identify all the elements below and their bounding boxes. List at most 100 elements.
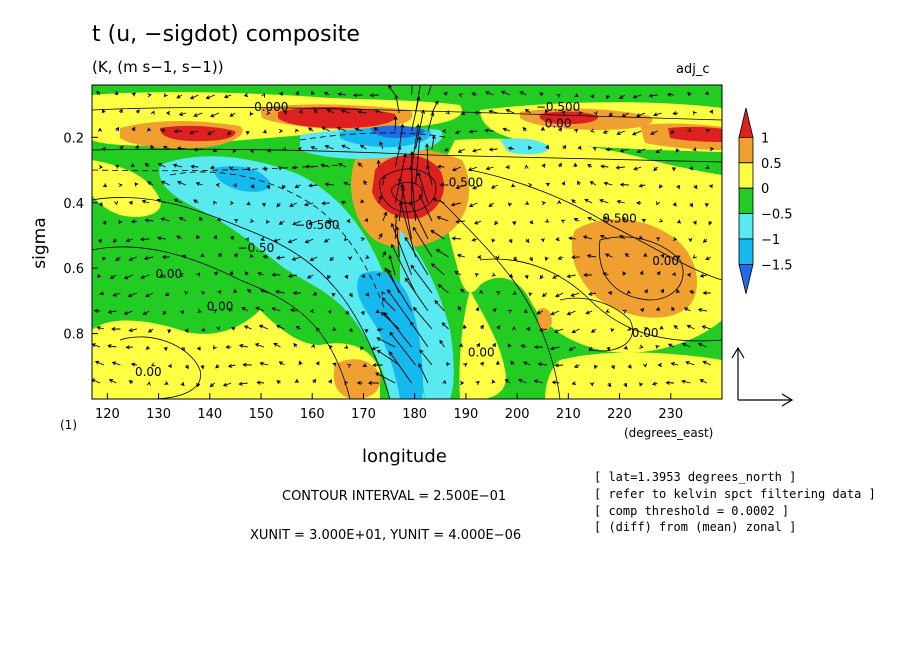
wind-vector [672, 111, 679, 116]
wind-vector [468, 202, 478, 208]
wind-vector [147, 127, 152, 132]
region-max-center [372, 155, 444, 219]
wind-vector [346, 218, 351, 224]
wind-vector [517, 378, 527, 384]
wind-vector [195, 181, 203, 186]
wind-vector [114, 200, 119, 206]
wind-vector [520, 344, 527, 349]
wind-vector [561, 181, 566, 186]
wind-vector [389, 351, 412, 384]
wind-vector [675, 148, 680, 153]
wind-vector [360, 346, 365, 351]
wind-vector [306, 274, 314, 279]
wind-vector [242, 362, 252, 367]
x-tick-label: 150 [249, 407, 274, 422]
wind-vector [113, 238, 118, 243]
wind-vector [323, 91, 330, 96]
wind-vector [540, 237, 545, 243]
wind-vector [112, 292, 121, 297]
wind-vector [294, 378, 299, 384]
wind-vector [142, 310, 150, 316]
wind-vector [639, 235, 644, 240]
wind-vector [599, 234, 609, 240]
wind-vector [185, 364, 189, 370]
wind-vector [587, 164, 593, 168]
wind-vector [294, 184, 301, 189]
x-axis-label: longitude [362, 446, 447, 467]
wind-vector [588, 291, 597, 296]
wind-vector [454, 270, 462, 276]
wind-vector [207, 130, 215, 135]
wind-vector [655, 306, 660, 312]
wind-vector [213, 271, 218, 276]
wind-vector [324, 144, 334, 150]
wind-vector [102, 220, 107, 226]
wind-vector [304, 238, 314, 244]
x-tick-label: 130 [146, 407, 171, 422]
wind-vector [295, 90, 300, 96]
wind-vector [291, 256, 301, 261]
wind-vector [555, 237, 560, 242]
wind-vector [278, 220, 285, 225]
wind-vector [439, 339, 445, 348]
wind-vector [229, 166, 234, 171]
wind-vector [243, 325, 252, 330]
wind-vector [573, 217, 580, 222]
wind-vector [467, 166, 478, 172]
wind-vector [653, 166, 658, 172]
wind-vector [545, 144, 550, 150]
x-axis-units: (degrees_east) [624, 426, 714, 440]
wind-vector [283, 111, 288, 115]
wind-vector [492, 342, 496, 348]
contour-line [391, 181, 423, 204]
chart-subtitle: (K, (m s−1, s−1)) [92, 58, 224, 76]
wind-vector [400, 183, 413, 240]
wind-vector [415, 136, 422, 186]
wind-vector [552, 274, 560, 279]
wind-vector [529, 256, 533, 262]
wind-vector [627, 364, 632, 369]
wind-vector [298, 109, 303, 114]
wind-vector [658, 184, 663, 189]
wind-vector [128, 328, 137, 333]
wind-vector [246, 166, 251, 172]
wind-vector [555, 292, 564, 298]
wind-vector [98, 202, 103, 207]
wind-vector [209, 382, 216, 388]
wind-vector [585, 310, 593, 315]
wind-vector [176, 146, 187, 151]
wind-vector [611, 364, 615, 370]
wind-vector [529, 220, 534, 225]
wind-vector [244, 271, 249, 276]
wind-vector [456, 253, 465, 258]
wind-vector [471, 237, 478, 242]
wind-vector [627, 326, 632, 331]
wind-vector [655, 148, 662, 154]
contour-interval: CONTOUR INTERVAL = 2.500E−01 [282, 489, 507, 504]
wind-vector [528, 182, 533, 188]
wind-vector [603, 181, 613, 186]
wind-vector [332, 362, 337, 367]
wind-vector [670, 361, 679, 366]
wind-vector [374, 109, 383, 114]
dataset-tag: adj_c [676, 62, 710, 77]
wind-vector [357, 162, 363, 168]
wind-vector [297, 147, 302, 152]
wind-vector [582, 235, 593, 240]
wind-vector [307, 127, 314, 132]
wind-vector [676, 184, 681, 190]
wind-vector [165, 110, 171, 116]
wind-vector [244, 237, 249, 242]
wind-vector [394, 94, 400, 114]
wind-vector [287, 273, 297, 279]
wind-vector [127, 292, 137, 298]
wind-vector [425, 143, 430, 168]
wind-vector [384, 267, 412, 312]
wind-vector [512, 290, 517, 295]
wind-vector [592, 147, 598, 151]
wind-vector [309, 308, 315, 313]
wind-vector [181, 254, 187, 259]
wind-vector [150, 110, 155, 115]
wind-vector [360, 237, 365, 242]
wind-vector [98, 164, 103, 170]
